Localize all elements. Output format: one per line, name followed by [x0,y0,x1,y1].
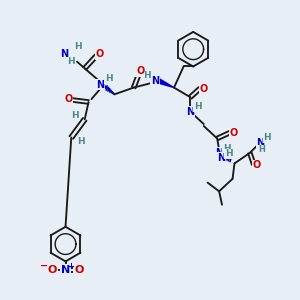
Text: O: O [74,265,84,275]
Text: O: O [64,94,73,104]
Text: H: H [77,137,85,146]
Text: N: N [61,49,69,59]
Text: H: H [143,70,151,80]
Text: H: H [225,149,232,158]
Text: H: H [105,74,112,83]
Text: O: O [230,128,238,138]
Text: O: O [47,265,57,275]
Text: H: H [258,146,265,154]
Text: H: H [263,133,271,142]
Text: O: O [200,84,208,94]
Text: N: N [151,76,159,86]
Text: N: N [217,153,225,163]
Text: N: N [186,106,194,117]
Text: O: O [96,49,104,59]
Text: H: H [74,42,82,51]
Text: O: O [252,160,261,170]
Text: −: − [40,261,49,271]
Polygon shape [158,79,174,88]
Text: O: O [136,66,145,76]
Text: N: N [61,265,70,275]
Text: +: + [67,262,74,271]
Text: H: H [194,102,202,111]
Text: H: H [68,57,75,66]
Text: N: N [215,148,223,158]
Text: H: H [71,111,79,120]
Text: N: N [256,138,265,148]
Text: N: N [96,80,104,90]
Text: H: H [223,144,231,153]
